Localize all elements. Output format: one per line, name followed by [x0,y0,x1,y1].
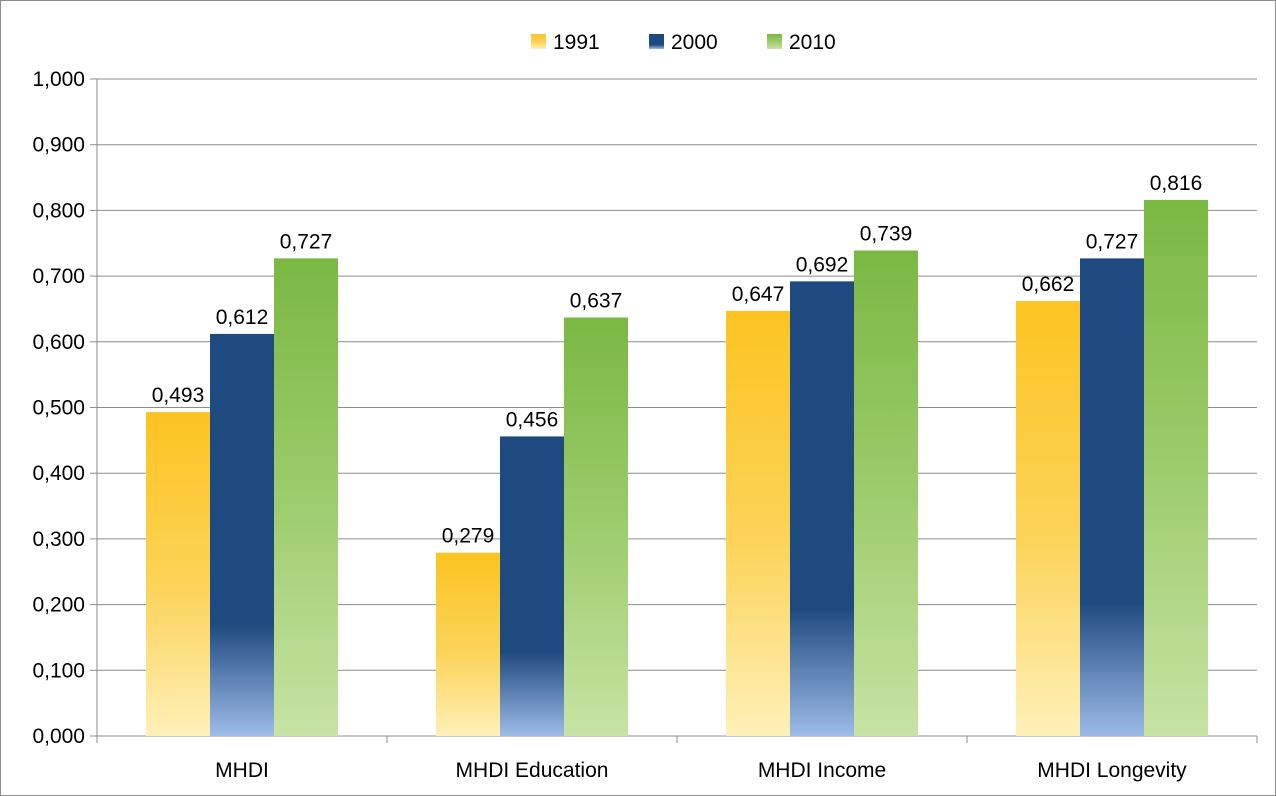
bar-1991 [436,552,500,736]
legend-swatch [649,34,664,49]
bar-2000 [210,333,274,736]
x-category-label: MHDI Education [456,759,609,782]
y-tick-label: 0,000 [32,725,85,748]
bar-1991 [146,412,210,736]
bar-2010 [1144,199,1208,736]
data-label: 0,739 [860,222,913,245]
data-label: 0,816 [1150,172,1203,195]
data-label: 0,279 [442,525,495,548]
bar-1991 [1016,301,1080,736]
y-tick-label: 0,500 [32,397,85,420]
bars [146,199,1208,737]
y-tick-label: 0,800 [32,199,85,222]
x-category-label: MHDI Income [758,759,886,782]
bar-2010 [274,258,338,736]
bar-2000 [1080,258,1144,736]
data-label: 0,456 [506,408,559,431]
legend-swatch [531,34,546,49]
legend-label: 2010 [789,31,836,54]
y-tick-label: 0,400 [32,462,85,485]
data-labels: 0,493 0,612 0,727 0,279 0,456 0,637 0,647 0,692… [152,172,1203,548]
data-label: 0,727 [280,230,333,253]
y-tick-label: 0,100 [32,659,85,682]
data-label: 0,692 [796,253,849,276]
y-tick-label: 1,000 [32,68,85,91]
legend-label: 2000 [671,31,718,54]
bar-1991 [726,310,790,736]
data-label: 0,647 [732,283,785,306]
y-tick-label: 0,300 [32,528,85,551]
y-tick-label: 0,600 [32,331,85,354]
data-label: 0,612 [216,306,269,329]
data-label: 0,637 [570,289,623,312]
bar-2010 [564,317,628,736]
data-label: 0,662 [1022,273,1075,296]
bar-2010 [854,250,918,737]
bar-2000 [500,436,564,736]
y-tick-label: 0,700 [32,265,85,288]
y-tick-label: 0,900 [32,134,85,157]
data-label: 0,493 [152,384,205,407]
x-category-label: MHDI Longevity [1037,759,1187,782]
data-label: 0,727 [1086,230,1139,253]
axes: 0,000 0,100 0,200 0,300 0,400 0,500 0,600 0,700… [32,68,1258,782]
x-category-label: MHDI [215,759,269,782]
legend-swatch [767,34,782,49]
legend: 1991 2000 2010 [531,31,836,54]
y-tick-label: 0,200 [32,594,85,617]
bar-2000 [790,281,854,736]
legend-label: 1991 [553,31,600,54]
